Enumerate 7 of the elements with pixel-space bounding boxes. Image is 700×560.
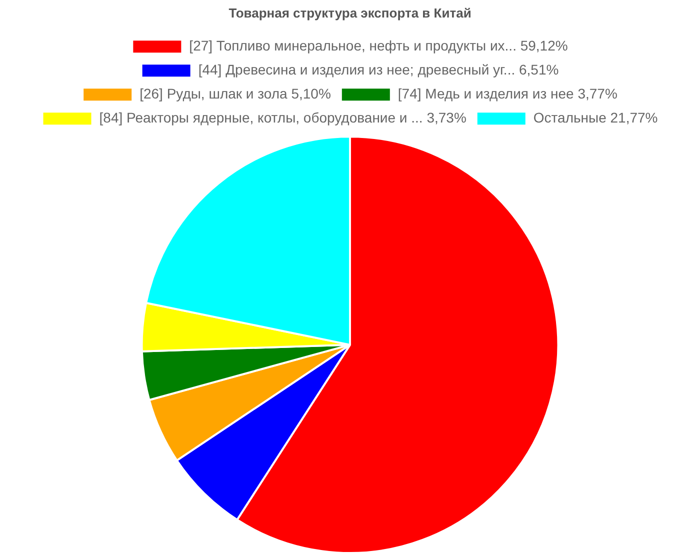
legend-label: Остальные 21,77%	[533, 109, 658, 126]
legend-label: [27] Топливо минеральное, нефть и продукты их... 59,12%	[189, 37, 568, 54]
legend-label: [44] Древесина и изделия из нее; древесный уг... 6,51%	[198, 61, 559, 78]
legend-label: [74] Медь и изделия из нее 3,77%	[398, 85, 618, 102]
legend-label: [26] Руды, шлак и зола 5,10%	[140, 85, 331, 102]
chart-title: Товарная структура экспорта в Китай	[228, 5, 472, 20]
legend-label: [84] Реакторы ядерные, котлы, оборудование и ... 3,73%	[99, 109, 466, 126]
